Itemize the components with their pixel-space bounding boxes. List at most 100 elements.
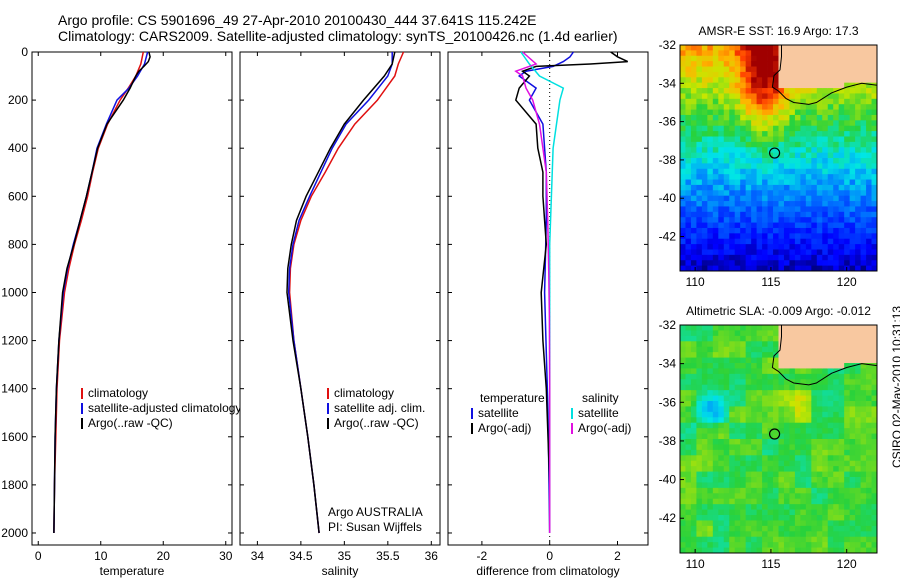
map-cell <box>871 93 878 100</box>
map-cell <box>773 428 779 434</box>
map-cell <box>723 384 730 391</box>
map-cell <box>729 471 736 478</box>
map-cell <box>690 401 697 407</box>
map-cell <box>696 444 703 451</box>
map-cell <box>827 227 834 234</box>
map-cell <box>751 368 758 375</box>
map-cell <box>811 346 818 353</box>
map-cell <box>701 260 708 267</box>
map-cell <box>723 104 730 110</box>
map-cell <box>866 531 872 538</box>
map-cell <box>816 357 823 364</box>
map-cell <box>871 406 878 413</box>
map-cell <box>778 163 785 170</box>
map-cell <box>701 114 708 121</box>
map-cell <box>712 330 719 337</box>
map-cell <box>707 515 714 521</box>
map-cell <box>729 487 736 494</box>
map-cell <box>707 482 714 489</box>
map-cell <box>707 163 714 170</box>
map-cell <box>734 114 741 121</box>
map-cell <box>723 88 730 94</box>
map-cell <box>849 493 856 500</box>
map-cell <box>690 346 697 353</box>
map-cell <box>756 179 763 186</box>
map-cell <box>794 184 801 191</box>
map-cell <box>701 352 708 358</box>
map-cell <box>773 260 779 267</box>
map-cell <box>762 531 768 538</box>
map-cell <box>729 249 736 256</box>
map-cell <box>762 455 768 462</box>
map-cell <box>827 88 834 94</box>
map-cell <box>723 152 730 159</box>
map-cell <box>696 487 703 494</box>
map-cell <box>855 390 861 396</box>
map-cell <box>701 61 708 67</box>
difference-legend-label: satellite <box>478 406 519 420</box>
map-cell <box>794 179 801 186</box>
map-cell <box>827 428 834 434</box>
map-cell <box>762 125 768 132</box>
map-cell <box>805 325 812 331</box>
map-cell <box>690 260 697 267</box>
map-cell <box>860 168 867 175</box>
map-cell <box>712 352 719 358</box>
map-cell <box>805 384 812 391</box>
map-cell <box>849 147 856 154</box>
map-cell <box>805 504 812 510</box>
map-cell <box>789 141 796 148</box>
map-cell <box>860 373 867 380</box>
map-cell <box>756 487 763 494</box>
map-cell <box>685 335 692 342</box>
map-cell <box>833 168 840 175</box>
map-cell <box>805 536 812 543</box>
map-cell <box>734 61 741 67</box>
map-cell <box>855 77 861 84</box>
map-cell <box>871 104 878 110</box>
map-cell <box>838 493 845 500</box>
map-cell <box>805 195 812 202</box>
map-cell <box>740 487 747 494</box>
map-cell <box>794 233 801 240</box>
map-cell <box>833 363 840 369</box>
map-cell <box>800 525 807 532</box>
map-cell <box>718 120 725 127</box>
map-cell <box>844 449 851 456</box>
map-cell <box>855 515 861 521</box>
map-cell <box>740 341 747 348</box>
map-cell <box>783 50 790 57</box>
map-cell <box>707 114 714 121</box>
map-cell <box>773 93 779 100</box>
map-cell <box>800 439 807 445</box>
map-cell <box>844 114 851 121</box>
map-cell <box>712 449 719 456</box>
map-cell <box>740 131 747 137</box>
map-cell <box>690 98 697 105</box>
map-cell <box>800 82 807 89</box>
map-cell <box>860 71 867 78</box>
map-cell <box>740 352 747 358</box>
map-cell <box>718 525 725 532</box>
map-cell <box>767 222 774 229</box>
map-cell <box>690 45 697 51</box>
map-cell <box>773 330 779 337</box>
map-cell <box>756 158 763 164</box>
map-cell <box>701 249 708 256</box>
map-cell <box>855 417 861 424</box>
map-cell <box>794 493 801 500</box>
map-cell <box>767 417 774 424</box>
map-cell <box>811 217 818 223</box>
map-cell <box>871 330 878 337</box>
map-cell <box>718 515 725 521</box>
map-cell <box>756 98 763 105</box>
map-cell <box>827 422 834 429</box>
map-cell <box>778 401 785 407</box>
map-cell <box>685 422 692 429</box>
map-cell <box>723 174 730 180</box>
map-cell <box>778 493 785 500</box>
map-cell <box>690 141 697 148</box>
map-cell <box>800 390 807 396</box>
map-cell <box>773 120 779 127</box>
map-cell <box>822 390 829 396</box>
